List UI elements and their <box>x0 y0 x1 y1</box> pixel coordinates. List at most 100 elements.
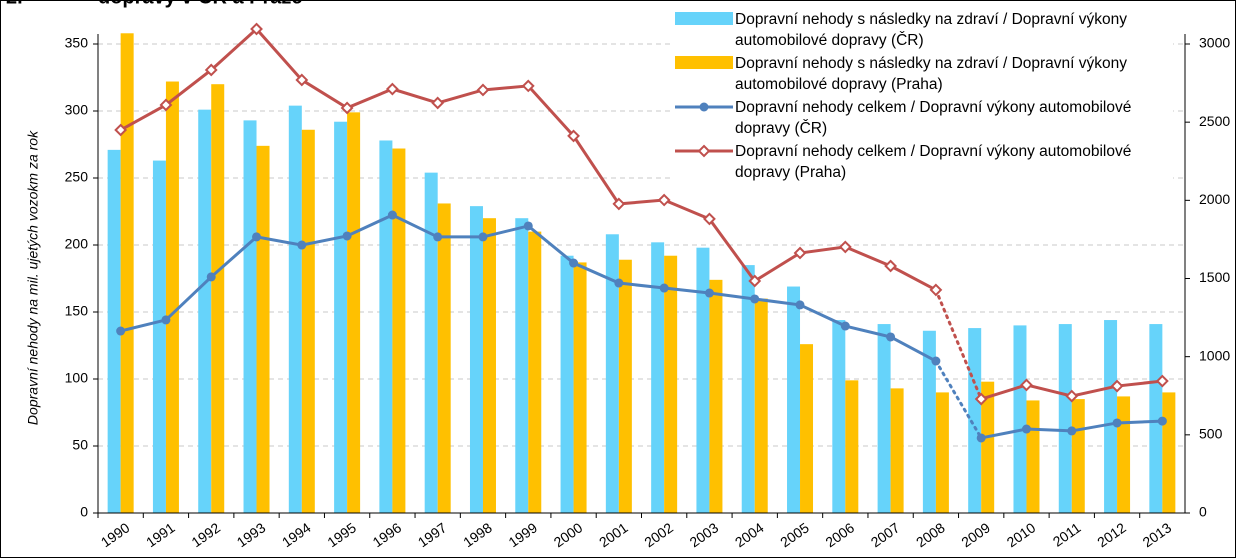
x-tick-label: 2003 <box>687 519 722 550</box>
bar <box>211 84 225 513</box>
bar <box>334 121 348 513</box>
x-tick-label: 2013 <box>1140 519 1175 550</box>
x-tick-label: 1992 <box>188 519 223 550</box>
marker <box>252 232 262 242</box>
marker <box>431 96 445 110</box>
bar <box>107 149 121 514</box>
legend-label: Dopravní nehody celkem / Dopravní výkony… <box>735 99 1132 137</box>
marker <box>838 240 852 254</box>
bar <box>651 242 665 513</box>
bar <box>787 286 801 513</box>
bar <box>709 279 723 513</box>
bar <box>754 298 768 513</box>
y2-tick-label: 0 <box>1199 504 1207 520</box>
x-tick-label: 1990 <box>98 519 133 550</box>
bar <box>935 392 949 513</box>
marker <box>750 294 760 304</box>
y-tick-label: 150 <box>65 303 89 319</box>
bar <box>515 218 529 513</box>
bar <box>437 203 451 513</box>
legend-swatch-rect <box>675 12 733 25</box>
marker <box>886 332 896 342</box>
bar <box>800 344 814 513</box>
y-tick-label: 100 <box>65 370 89 386</box>
bar <box>573 262 587 513</box>
y-tick-label: 300 <box>65 102 89 118</box>
bar <box>1013 325 1027 513</box>
bar <box>832 320 846 513</box>
bar <box>301 129 315 513</box>
x-tick-label: 2012 <box>1094 519 1129 550</box>
bar <box>392 148 406 513</box>
y-tick-label: 0 <box>80 504 88 520</box>
legend-swatch <box>675 102 733 112</box>
marker <box>385 82 399 96</box>
x-tick-label: 1994 <box>279 519 314 550</box>
bar <box>877 324 891 513</box>
legend-label: Dopravní nehody s následky na zdraví / D… <box>735 55 1128 93</box>
x-tick-label: 1998 <box>460 519 495 550</box>
legend-item: Dopravní nehody s následky na zdraví / D… <box>673 53 1173 95</box>
bar <box>120 33 134 513</box>
x-tick-label: 1997 <box>415 519 450 550</box>
x-tick-label: 1991 <box>143 519 178 550</box>
x-tick-label: 2008 <box>913 519 948 550</box>
marker <box>614 278 624 288</box>
x-tick-label: 1995 <box>324 519 359 550</box>
bar <box>741 265 755 513</box>
line-dotted <box>934 359 983 440</box>
y-tick-label: 50 <box>72 437 88 453</box>
legend: Dopravní nehody s následky na zdraví / D… <box>673 9 1173 185</box>
y2-tick-label: 2500 <box>1199 113 1230 129</box>
marker <box>1021 424 1031 434</box>
x-tick-label: 2001 <box>596 519 631 550</box>
x-tick-label: 1996 <box>370 519 405 550</box>
marker <box>976 433 986 443</box>
bar <box>890 388 904 513</box>
marker <box>657 193 671 207</box>
legend-label: Dopravní nehody s následky na zdraví / D… <box>735 11 1128 49</box>
bar <box>1026 400 1040 513</box>
x-tick-label: 2011 <box>1050 519 1084 549</box>
bar <box>618 259 632 513</box>
legend-label: Dopravní nehody celkem / Dopravní výkony… <box>735 143 1132 181</box>
marker <box>1157 416 1167 426</box>
y2-tick-label: 1000 <box>1199 347 1230 363</box>
marker <box>250 22 263 36</box>
y2-tick-label: 3000 <box>1199 35 1230 51</box>
marker <box>521 79 535 93</box>
marker <box>612 197 626 211</box>
marker <box>1155 374 1169 388</box>
bar <box>347 112 361 513</box>
bar <box>256 145 270 513</box>
x-tick-label: 2007 <box>868 519 903 550</box>
legend-swatch-marker <box>699 102 709 112</box>
marker <box>1020 378 1033 392</box>
legend-swatch <box>675 12 733 25</box>
bar <box>664 255 678 513</box>
marker <box>974 392 988 406</box>
x-tick-label: 1999 <box>505 519 540 550</box>
legend-item: Dopravní nehody celkem / Dopravní výkony… <box>673 141 1173 183</box>
marker <box>931 356 941 366</box>
bar <box>845 380 859 513</box>
marker <box>342 231 352 241</box>
chart-title: dopravy v ČR a Praze <box>98 0 303 8</box>
bar <box>482 218 496 513</box>
y2-tick-label: 1500 <box>1199 269 1230 285</box>
bar <box>1149 324 1163 513</box>
marker <box>659 283 669 293</box>
bar <box>1104 320 1118 513</box>
marker <box>567 129 580 143</box>
x-tick-label: 1993 <box>234 519 269 550</box>
bar <box>198 109 212 513</box>
legend-swatch <box>675 56 733 69</box>
bar <box>288 105 302 513</box>
bar <box>696 247 710 513</box>
y-axis-label: Dopravní nehody na mil. ujetých vozokm z… <box>25 130 41 425</box>
bar <box>243 120 257 513</box>
bar <box>424 172 438 513</box>
legend-item: Dopravní nehody s následky na zdraví / D… <box>673 9 1173 51</box>
marker <box>569 258 579 268</box>
